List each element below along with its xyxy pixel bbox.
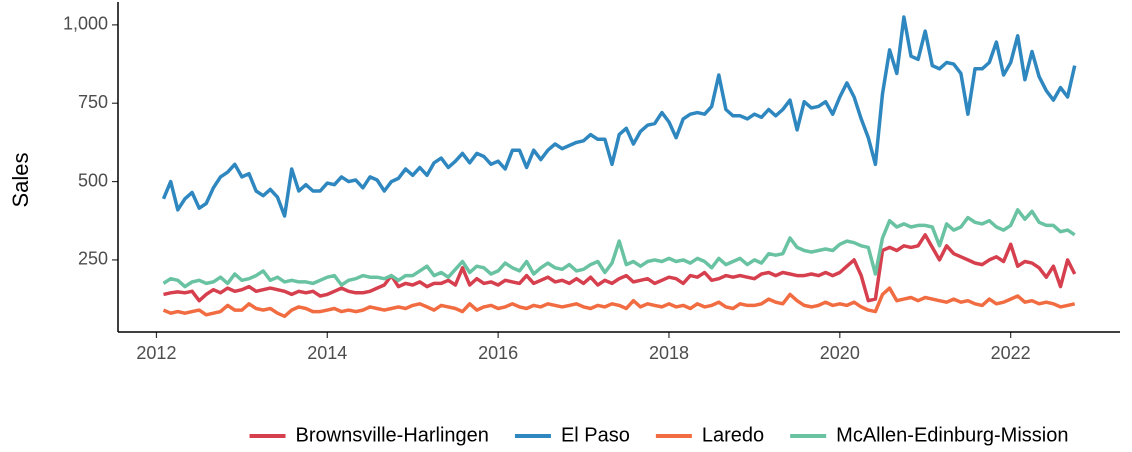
y-tick-label: 1,000	[63, 14, 108, 34]
legend-label: McAllen-Edinburg-Mission	[836, 424, 1068, 446]
series-line	[163, 233, 1077, 303]
x-tick-label: 2016	[478, 343, 518, 363]
x-tick-label: 2014	[307, 343, 347, 363]
y-tick-label: 250	[78, 249, 108, 269]
legend-label: Brownsville-Harlingen	[296, 424, 489, 446]
x-tick-label: 2018	[649, 343, 689, 363]
x-tick-label: 2020	[820, 343, 860, 363]
legend-label: El Paso	[561, 424, 630, 446]
series-line	[161, 15, 1077, 218]
y-tick-label: 750	[78, 92, 108, 112]
y-axis-title: Sales	[8, 152, 33, 207]
series-line	[162, 286, 1076, 319]
x-tick-label: 2012	[136, 343, 176, 363]
legend-label: Laredo	[702, 424, 764, 446]
x-tick-label: 2022	[991, 343, 1031, 363]
y-tick-label: 500	[78, 170, 108, 190]
series-line	[162, 208, 1076, 289]
